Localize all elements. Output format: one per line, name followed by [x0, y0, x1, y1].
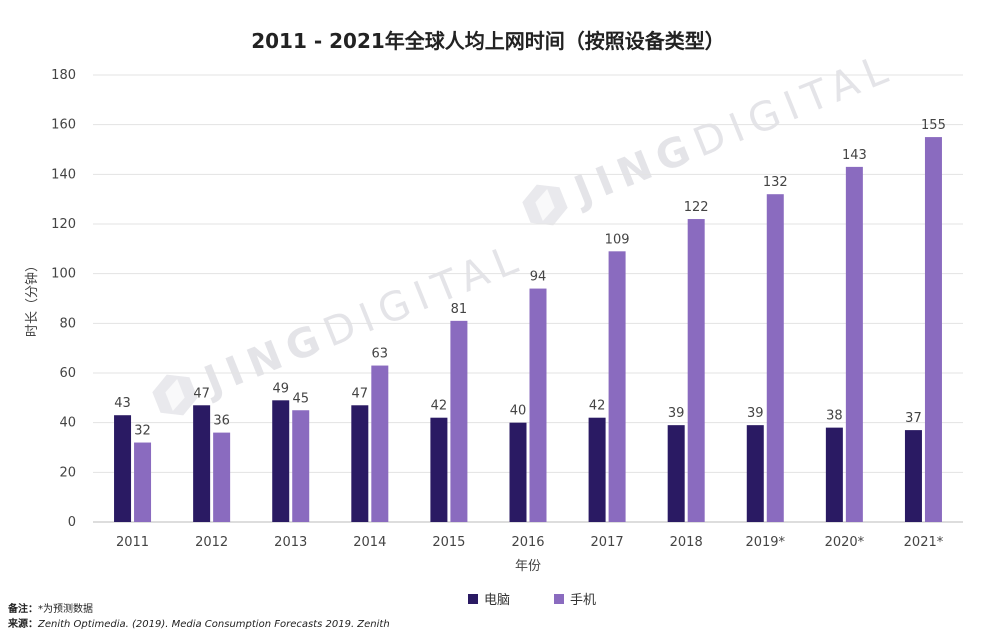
bar-mobile	[213, 432, 231, 522]
gridlines	[93, 74, 963, 523]
bar-pc	[193, 405, 211, 522]
bar-mobile	[924, 137, 942, 523]
data-label: 37	[905, 411, 922, 426]
bar-pc	[667, 425, 685, 522]
legend-swatch	[468, 594, 478, 604]
bar-mobile	[687, 219, 705, 523]
x-tick-label: 2019*	[745, 535, 785, 550]
data-label: 47	[193, 386, 210, 401]
bar-mobile	[529, 288, 547, 522]
note-text: *为预测数据	[38, 604, 93, 615]
footnote-note: 备注：*为预测数据	[8, 600, 93, 615]
y-tick-label: 40	[59, 416, 76, 431]
source-label: 来源：	[8, 619, 38, 630]
data-label: 45	[292, 391, 309, 406]
x-axis-title: 年份	[515, 559, 541, 574]
data-label: 36	[213, 414, 230, 429]
y-tick-label: 80	[59, 316, 76, 331]
y-axis-title: 时长（分钟）	[24, 259, 40, 337]
y-tick-label: 160	[51, 118, 76, 133]
legend-label: 电脑	[484, 593, 510, 608]
data-label: 42	[589, 399, 606, 414]
data-label: 47	[352, 386, 369, 401]
data-label: 155	[921, 118, 946, 133]
bar-pc	[588, 417, 606, 522]
x-tick-label: 2016	[511, 535, 544, 550]
bar-pc	[746, 425, 764, 522]
y-tick-label: 180	[51, 68, 76, 83]
bar-mobile	[608, 251, 626, 523]
bars	[114, 137, 942, 523]
x-tick-label: 2013	[274, 535, 307, 550]
x-tick-label: 2012	[195, 535, 228, 550]
watermark-text: JINGDIGITAL	[196, 234, 532, 405]
chart-title: 2011 - 2021年全球人均上网时间（按照设备类型）	[251, 29, 725, 53]
bar-pc	[825, 427, 843, 522]
bar-mobile	[292, 410, 310, 522]
x-axis-ticks: 2011 2012 2013 2014 2015 2016 2017 2018 2019* 202…	[116, 535, 944, 550]
y-tick-label: 100	[51, 267, 76, 282]
x-tick-label: 2018	[670, 535, 703, 550]
bar-pc	[114, 415, 132, 522]
y-axis-ticks: 0 20 40 60 80 100 120 140 160 180	[51, 68, 76, 530]
watermark: JINGDIGITAL JINGDIGITAL	[152, 44, 901, 416]
x-tick-label: 2015	[432, 535, 465, 550]
data-label: 39	[747, 406, 764, 421]
bar-mobile	[845, 166, 863, 522]
bar-pc	[904, 430, 922, 522]
bar-mobile	[134, 442, 152, 522]
x-tick-label: 2020*	[825, 535, 865, 550]
data-label: 109	[605, 232, 630, 247]
y-tick-label: 60	[59, 366, 76, 381]
note-label: 备注：	[8, 604, 38, 615]
data-label: 132	[763, 175, 788, 190]
data-label: 38	[826, 409, 843, 424]
x-tick-label: 2017	[591, 535, 624, 550]
data-label: 122	[684, 200, 709, 215]
bar-mobile	[371, 365, 389, 522]
legend: 电脑 手机	[468, 593, 596, 608]
x-tick-label: 2011	[116, 535, 149, 550]
source-text: Zenith Optimedia. (2019). Media Consumpt…	[38, 619, 390, 630]
legend-swatch	[554, 594, 564, 604]
bar-mobile	[766, 194, 784, 522]
bar-pc	[351, 405, 369, 522]
data-label: 81	[451, 302, 468, 317]
y-tick-label: 20	[59, 465, 76, 480]
y-tick-label: 0	[68, 515, 76, 530]
footnote-source: 来源：Zenith Optimedia. (2019). Media Consu…	[8, 615, 390, 630]
bar-pc	[272, 400, 290, 522]
x-tick-label: 2014	[353, 535, 386, 550]
data-label: 43	[114, 396, 131, 411]
y-tick-label: 140	[51, 167, 76, 182]
bar-pc	[430, 417, 448, 522]
data-label: 39	[668, 406, 685, 421]
legend-label: 手机	[570, 593, 596, 608]
data-label: 32	[134, 424, 151, 439]
data-label: 143	[842, 148, 867, 163]
data-label: 42	[431, 399, 448, 414]
data-label: 40	[510, 404, 527, 419]
data-label: 94	[530, 270, 547, 285]
x-tick-label: 2021*	[904, 535, 944, 550]
data-label: 49	[272, 381, 289, 396]
bar-mobile	[450, 320, 468, 522]
watermark-logo-icon	[522, 184, 568, 226]
bar-pc	[509, 422, 527, 522]
watermark-logo-icon	[152, 374, 198, 416]
data-label: 63	[372, 347, 389, 362]
y-tick-label: 120	[51, 217, 76, 232]
